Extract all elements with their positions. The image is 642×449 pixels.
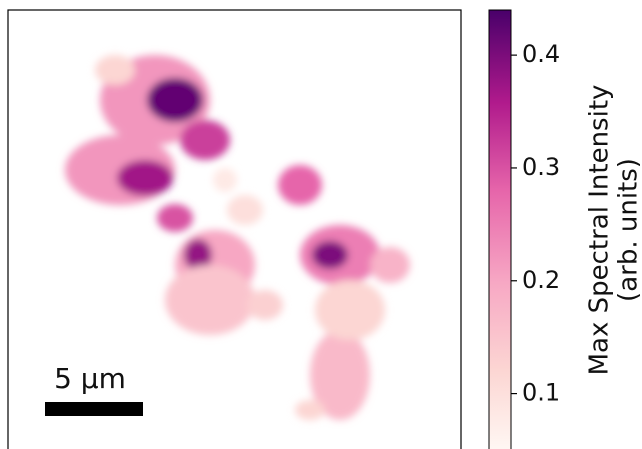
intensity-region xyxy=(213,168,237,192)
colorbar xyxy=(488,9,512,449)
colorbar-tick-label: 0.3 xyxy=(522,153,560,181)
intensity-region xyxy=(310,330,370,420)
intensity-region xyxy=(278,165,322,205)
colorbar-tick-label: 0.4 xyxy=(522,40,560,68)
scale-bar-label: 5 μm xyxy=(54,362,126,395)
intensity-map xyxy=(65,55,410,420)
intensity-region xyxy=(370,247,410,283)
intensity-region xyxy=(295,400,325,420)
intensity-region xyxy=(315,280,385,340)
image-frame xyxy=(7,9,462,449)
intensity-region xyxy=(247,290,283,320)
intensity-region xyxy=(117,160,173,196)
colorbar-tick-label: 0.2 xyxy=(522,266,560,294)
intensity-region xyxy=(312,241,348,269)
intensity-region xyxy=(147,78,203,122)
intensity-region xyxy=(180,120,230,160)
scale-bar xyxy=(45,402,143,416)
colorbar-label: (arb. units) xyxy=(614,158,642,302)
intensity-region xyxy=(95,55,135,85)
colorbar-label: Max Spectral Intensity xyxy=(585,85,615,376)
intensity-region xyxy=(165,265,255,335)
colorbar-tick-label: 0.1 xyxy=(522,379,560,407)
intensity-region xyxy=(227,195,263,225)
intensity-region xyxy=(157,204,193,232)
intensity-region xyxy=(184,239,212,271)
